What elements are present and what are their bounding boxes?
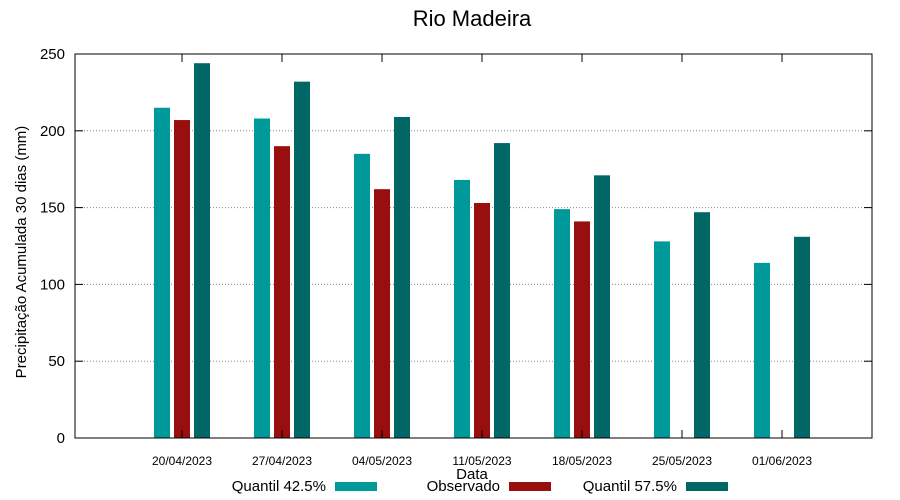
x-tick-label: 01/06/2023 (752, 454, 812, 468)
y-tick-label: 50 (48, 353, 65, 370)
bar (254, 118, 270, 439)
bar (154, 107, 170, 438)
y-tick-label: 0 (57, 430, 65, 447)
bar (654, 241, 670, 438)
y-tick-label: 250 (40, 46, 65, 63)
bar (194, 63, 210, 438)
bar (454, 179, 470, 438)
legend-label: Quantil 57.5% (583, 478, 677, 495)
bar (474, 202, 490, 438)
x-tick-label: 20/04/2023 (152, 454, 212, 468)
plot-frame (74, 53, 873, 439)
bar (794, 236, 810, 438)
y-ticks: 0 50 100 150 200 250 (40, 46, 872, 447)
bar (574, 221, 590, 438)
x-tick-label: 11/05/2023 (452, 454, 511, 468)
x-tick-label: 18/05/2023 (552, 454, 612, 468)
bar (374, 189, 390, 438)
y-tick-label: 100 (40, 276, 65, 293)
bar (354, 153, 370, 438)
bar (174, 120, 190, 438)
x-tick-label: 25/05/2023 (652, 454, 712, 468)
bar (754, 262, 770, 438)
legend: Quantil 42.5% Observado Quantil 57.5% (232, 478, 728, 495)
y-axis-label: Precipitação Acumulada 30 dias (mm) (13, 126, 30, 379)
chart-title: Rio Madeira (413, 6, 532, 31)
bar (594, 175, 610, 438)
legend-label: Quantil 42.5% (232, 478, 326, 495)
y-tick-label: 200 (40, 123, 65, 140)
legend-swatch (335, 482, 377, 491)
bar (554, 209, 570, 438)
legend-label: Observado (427, 478, 500, 495)
x-tick-label: 27/04/2023 (252, 454, 312, 468)
x-axis-label: Data (456, 466, 488, 483)
legend-swatch (686, 482, 728, 491)
bar (294, 81, 310, 438)
bars (154, 63, 810, 439)
bar (274, 146, 290, 438)
x-ticks: 20/04/2023 27/04/2023 04/05/2023 11/05/2023… (152, 54, 812, 468)
y-tick-label: 150 (40, 200, 65, 217)
bar (394, 116, 410, 438)
bar (494, 143, 510, 438)
x-tick-label: 04/05/2023 (352, 454, 412, 468)
legend-swatch (509, 482, 551, 491)
bar (694, 212, 710, 438)
